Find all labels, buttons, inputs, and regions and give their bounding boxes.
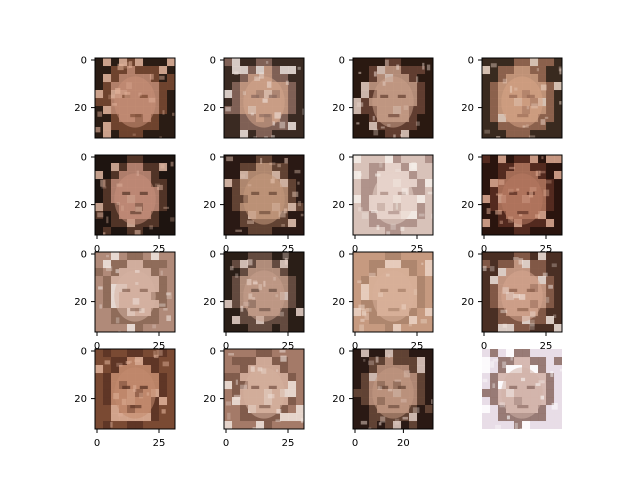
x-tick-label: 0 [94,244,100,255]
x-tick-label: 0 [223,244,229,255]
x-tick-label: 0 [94,438,100,449]
image-panel: 0 20 0 25 [461,153,563,255]
image-panel: 0 20 [203,56,305,139]
x-tick-label: 25 [540,244,553,255]
y-tick-label: 0 [339,56,345,67]
x-tick-label: 0 [223,341,229,352]
y-tick-label: 20 [332,103,345,114]
y-tick-label: 20 [203,103,216,114]
y-tick-label: 0 [468,153,474,164]
image-panel: 0 20 0 25 [203,153,305,255]
y-tick-label: 0 [81,250,87,261]
x-tick-label: 25 [153,341,166,352]
x-tick-label: 25 [540,341,553,352]
y-tick-label: 0 [81,153,87,164]
y-tick-label: 20 [74,297,87,308]
y-tick-label: 20 [461,103,474,114]
y-tick-label: 0 [210,347,216,358]
image-panel: 0 20 [461,56,563,139]
y-tick-label: 20 [74,103,87,114]
y-tick-label: 20 [203,200,216,211]
x-tick-label: 0 [94,341,100,352]
y-tick-label: 20 [461,297,474,308]
x-tick-label: 25 [153,438,166,449]
image-panel: 0 20 0 25 [203,347,305,449]
y-tick-label: 0 [81,347,87,358]
y-tick-label: 0 [468,56,474,67]
x-tick-label: 0 [352,244,358,255]
image-panel: 0 20 [332,56,434,139]
y-tick-label: 20 [332,200,345,211]
image-panel: 0 20 0 25 [332,153,434,255]
x-tick-label: 25 [282,341,295,352]
y-tick-label: 20 [74,200,87,211]
y-tick-label: 0 [210,56,216,67]
x-tick-label: 0 [481,244,487,255]
y-tick-label: 20 [203,297,216,308]
y-tick-label: 0 [468,250,474,261]
x-tick-label: 0 [223,438,229,449]
image-panel: 0 20 [74,56,176,139]
x-tick-label: 25 [411,244,424,255]
image-panel: 0 20 0 25 [203,250,305,352]
y-tick-label: 0 [210,153,216,164]
x-tick-label: 25 [411,341,424,352]
x-tick-label: 25 [282,244,295,255]
y-tick-label: 0 [81,56,87,67]
x-tick-label: 20 [397,438,410,449]
x-tick-label: 0 [352,341,358,352]
y-tick-label: 0 [339,250,345,261]
image-panel: 0 20 0 25 [461,250,563,352]
x-tick-label: 25 [153,244,166,255]
image-panel [482,349,562,429]
y-tick-label: 20 [74,394,87,405]
image-panel: 0 20 0 25 [74,347,176,449]
image-panel: 0 20 0 25 [74,250,176,352]
y-tick-label: 20 [332,297,345,308]
y-tick-label: 0 [210,250,216,261]
y-tick-label: 20 [203,394,216,405]
image-panel: 0 20 0 25 [74,153,176,255]
y-tick-label: 0 [339,153,345,164]
y-tick-label: 20 [332,394,345,405]
y-tick-label: 0 [339,347,345,358]
image-panel: 0 20 0 20 [332,347,434,449]
x-tick-label: 0 [352,438,358,449]
image-panel: 0 20 0 25 [332,250,434,352]
x-tick-label: 25 [282,438,295,449]
y-tick-label: 20 [461,200,474,211]
x-tick-label: 0 [481,341,487,352]
